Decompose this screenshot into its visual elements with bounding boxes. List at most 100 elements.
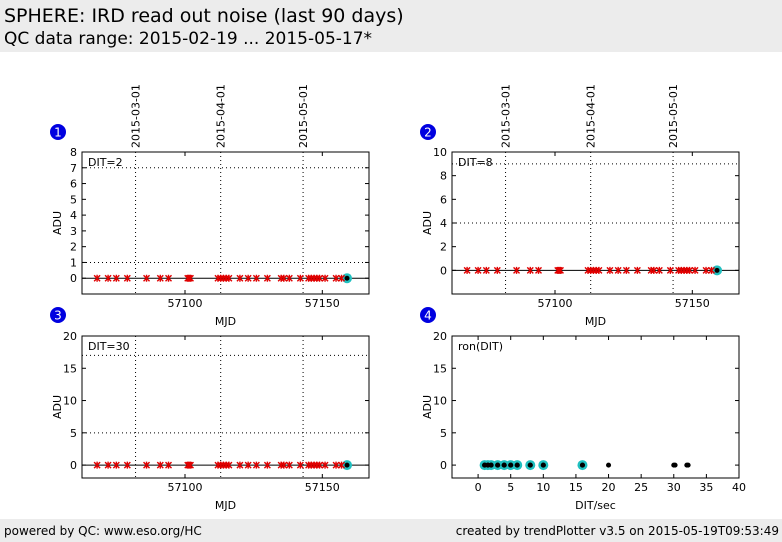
chart-panel-3: 3 0 5 10 15 20 57100 57150 MJD ADU DIT=30	[50, 307, 370, 512]
data-point	[143, 461, 151, 469]
data-point	[691, 266, 699, 274]
data-point	[513, 266, 521, 274]
y-tick-label: 15	[433, 362, 447, 375]
data-point	[685, 462, 691, 468]
data-point	[143, 274, 151, 282]
highlight-center-dot	[540, 462, 546, 468]
page-title: SPHERE: IRD read out noise (last 90 days…	[4, 5, 404, 27]
y-axis-label: ADU	[51, 211, 64, 235]
data-point	[321, 274, 329, 282]
x-tick-label: 25	[634, 481, 648, 494]
x-tick-label: 5	[507, 481, 514, 494]
y-tick-label: 10	[433, 146, 447, 159]
y-tick-label: 0	[440, 459, 447, 472]
header-bar: SPHERE: IRD read out noise (last 90 days…	[0, 0, 782, 52]
y-tick-label: 4	[440, 217, 447, 230]
y-axis-label: ADU	[421, 395, 434, 419]
data-point	[165, 274, 173, 282]
panel-number-badge	[420, 307, 436, 323]
data-point	[186, 461, 194, 469]
data-point	[493, 266, 501, 274]
y-tick-label: 6	[440, 193, 447, 206]
plot-frame	[451, 335, 740, 479]
data-point	[236, 461, 244, 469]
y-axis-label: ADU	[421, 211, 434, 235]
date-tick-label: 2015-03-01	[500, 84, 513, 148]
y-tick-label: 10	[63, 395, 77, 408]
chart-panel-1: 1 2015-03-01 2015-04-01 2015-05-01 0 1 2 3 4 5 6 7 8…	[50, 84, 370, 328]
y-tick-label: 8	[70, 146, 77, 159]
data-point	[225, 461, 233, 469]
x-tick-label: 10	[536, 481, 550, 494]
panel-number-badge	[50, 307, 66, 323]
panel-number: 1	[54, 126, 62, 140]
data-point	[474, 266, 482, 274]
y-tick-label: 15	[63, 362, 77, 375]
y-axis-label: ADU	[51, 395, 64, 419]
data-point	[633, 266, 641, 274]
panel-annotation: ron(DIT)	[458, 340, 503, 353]
x-axis-label: DIT/sec	[575, 499, 616, 512]
data-point	[463, 266, 471, 274]
data-point	[296, 274, 304, 282]
data-point	[535, 266, 543, 274]
y-tick-label: 5	[440, 427, 447, 440]
date-tick-label: 2015-05-01	[667, 84, 680, 148]
date-tick-label: 2015-03-01	[130, 84, 143, 148]
data-point	[606, 266, 614, 274]
y-tick-label: 2	[70, 241, 77, 254]
footer-credit: powered by QC: www.eso.org/HC	[4, 524, 202, 538]
data-point	[112, 461, 120, 469]
data-point	[263, 274, 271, 282]
highlight-center-dot	[495, 462, 501, 468]
data-point	[252, 461, 260, 469]
date-tick-label: 2015-04-01	[585, 84, 598, 148]
data-point	[650, 266, 658, 274]
x-axis-label: MJD	[585, 315, 606, 328]
data-point	[321, 461, 329, 469]
y-tick-label: 7	[70, 162, 77, 175]
y-tick-label: 5	[70, 427, 77, 440]
x-tick-label: 57150	[305, 297, 340, 310]
x-axis-label: MJD	[215, 499, 236, 512]
data-point	[112, 274, 120, 282]
data-point	[165, 461, 173, 469]
panel-annotation: DIT=8	[458, 156, 493, 169]
y-tick-label: 20	[63, 330, 77, 343]
x-tick-label: 40	[732, 481, 746, 494]
x-axis-label: MJD	[215, 315, 236, 328]
data-point	[236, 274, 244, 282]
panel-number-badge	[420, 124, 436, 140]
footer-bar: powered by QC: www.eso.org/HC created by…	[0, 519, 782, 542]
data-point	[556, 266, 564, 274]
data-point	[482, 266, 490, 274]
data-point	[93, 274, 101, 282]
data-point	[338, 461, 346, 469]
data-point	[186, 274, 194, 282]
data-point	[225, 274, 233, 282]
data-point	[156, 461, 164, 469]
y-tick-label: 6	[70, 178, 77, 191]
date-tick-label: 2015-05-01	[297, 84, 310, 148]
panel-number: 2	[424, 126, 432, 140]
data-point	[316, 274, 324, 282]
x-tick-label: 57150	[305, 481, 340, 494]
y-tick-label: 0	[440, 264, 447, 277]
y-tick-label: 0	[70, 459, 77, 472]
data-point	[93, 461, 101, 469]
page-subtitle: QC data range: 2015-02-19 ... 2015-05-17…	[4, 29, 373, 49]
panel-annotation: DIT=2	[88, 156, 123, 169]
highlight-center-dot	[344, 275, 350, 281]
y-tick-label: 3	[70, 225, 77, 238]
data-point	[338, 274, 346, 282]
x-tick-label: 57100	[167, 297, 202, 310]
x-tick-label: 30	[667, 481, 681, 494]
x-tick-label: 57100	[537, 297, 572, 310]
footer-generator: created by trendPlotter v3.5 on 2015-05-…	[455, 524, 779, 538]
data-point	[285, 274, 293, 282]
y-tick-label: 8	[440, 170, 447, 183]
highlight-center-dot	[514, 462, 520, 468]
data-point	[285, 461, 293, 469]
data-point	[666, 266, 674, 274]
